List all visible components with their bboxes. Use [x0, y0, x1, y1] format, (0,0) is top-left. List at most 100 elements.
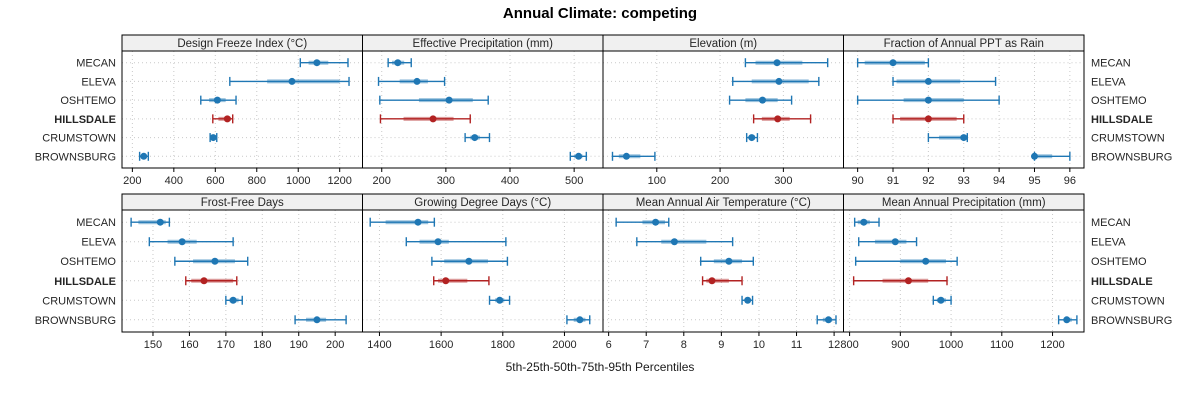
- median-dot: [924, 115, 932, 123]
- median-dot: [575, 152, 583, 160]
- tick-label: 500: [565, 175, 583, 187]
- panel-bg: [603, 51, 844, 168]
- panel-bg: [843, 210, 1084, 332]
- median-dot: [748, 134, 756, 142]
- median-dot: [465, 257, 473, 265]
- site-label-right: OSHTEMO: [1091, 256, 1147, 268]
- tick-label: 170: [217, 339, 235, 351]
- tick-label: 1200: [1040, 339, 1064, 351]
- site-label-left: ELEVA: [81, 237, 116, 249]
- tick-label: 8: [681, 339, 687, 351]
- chart-title: Annual Climate: competing: [502, 5, 698, 22]
- median-dot: [413, 77, 421, 85]
- tick-label: 800: [840, 339, 858, 351]
- panel-title: Frost-Free Days: [201, 197, 284, 209]
- tick-label: 11: [791, 339, 802, 351]
- tick-label: 100: [648, 175, 666, 187]
- median-dot: [904, 277, 912, 285]
- tick-label: 1000: [939, 339, 963, 351]
- tick-label: 190: [290, 339, 308, 351]
- site-label-left: HILLSDALE: [54, 276, 116, 288]
- site-label-left: BROWNSBURG: [35, 315, 116, 327]
- panel-title: Design Freeze Index (°C): [177, 38, 307, 50]
- median-dot: [1063, 316, 1071, 324]
- tick-label: 160: [180, 339, 198, 351]
- site-label-right: OSHTEMO: [1091, 95, 1147, 107]
- panel-bg: [122, 51, 363, 168]
- median-dot: [496, 296, 504, 304]
- tick-label: 1000: [286, 175, 310, 187]
- median-dot: [178, 238, 186, 246]
- tick-label: 93: [958, 175, 970, 187]
- site-label-right: BROWNSBURG: [1091, 315, 1172, 327]
- median-dot: [313, 59, 321, 67]
- median-dot: [288, 77, 296, 85]
- median-dot: [708, 277, 716, 285]
- median-dot: [891, 238, 899, 246]
- median-dot: [200, 277, 208, 285]
- median-dot: [924, 77, 932, 85]
- site-label-left: OSHTEMO: [60, 95, 116, 107]
- site-label-right: MECAN: [1091, 58, 1131, 70]
- site-label-right: CRUMSTOWN: [1091, 133, 1165, 145]
- tick-label: 150: [144, 339, 162, 351]
- tick-label: 12: [828, 339, 840, 351]
- median-dot: [774, 115, 782, 123]
- site-label-right: BROWNSBURG: [1091, 151, 1172, 163]
- median-dot: [445, 96, 453, 104]
- tick-label: 94: [993, 175, 1005, 187]
- tick-label: 400: [501, 175, 519, 187]
- tick-label: 800: [248, 175, 266, 187]
- tick-label: 200: [373, 175, 391, 187]
- median-dot: [140, 152, 148, 160]
- tick-label: 92: [922, 175, 934, 187]
- median-dot: [414, 218, 422, 226]
- panel-border: [843, 50, 1085, 169]
- median-dot: [223, 115, 231, 123]
- site-label-left: OSHTEMO: [60, 256, 116, 268]
- site-label-left: ELEVA: [81, 76, 116, 88]
- median-dot: [471, 134, 479, 142]
- tick-label: 900: [891, 339, 909, 351]
- panel-title: Elevation (m): [689, 38, 757, 50]
- panel-title: Growing Degree Days (°C): [414, 197, 551, 209]
- panel-title: Mean Annual Precipitation (mm): [882, 197, 1046, 209]
- median-dot: [773, 59, 781, 67]
- median-dot: [622, 152, 630, 160]
- panel-bg: [362, 210, 603, 332]
- median-dot: [922, 257, 930, 265]
- tick-label: 7: [643, 339, 649, 351]
- median-dot: [860, 218, 868, 226]
- site-label-right: HILLSDALE: [1091, 114, 1153, 126]
- site-label-right: HILLSDALE: [1091, 276, 1153, 288]
- panel-title: Mean Annual Air Temperature (°C): [636, 197, 811, 209]
- median-dot: [209, 134, 217, 142]
- tick-label: 10: [753, 339, 765, 351]
- panel-bg: [603, 210, 844, 332]
- site-label-left: CRUMSTOWN: [42, 295, 116, 307]
- tick-label: 2000: [552, 339, 576, 351]
- tick-label: 96: [1064, 175, 1076, 187]
- tick-label: 180: [253, 339, 271, 351]
- site-label-left: CRUMSTOWN: [42, 133, 116, 145]
- median-dot: [937, 296, 945, 304]
- panel-bg: [362, 51, 603, 168]
- site-label-left: MECAN: [76, 58, 116, 70]
- tick-label: 400: [165, 175, 183, 187]
- median-dot: [211, 257, 219, 265]
- site-label-right: ELEVA: [1091, 76, 1126, 88]
- median-dot: [924, 96, 932, 104]
- site-label-left: MECAN: [76, 217, 116, 229]
- tick-label: 1600: [429, 339, 453, 351]
- median-dot: [758, 96, 766, 104]
- tick-label: 1100: [990, 339, 1014, 351]
- median-dot: [313, 316, 321, 324]
- median-dot: [229, 296, 237, 304]
- median-dot: [442, 277, 450, 285]
- tick-label: 1200: [327, 175, 351, 187]
- panel-title: Fraction of Annual PPT as Rain: [884, 38, 1044, 50]
- median-dot: [429, 115, 437, 123]
- tick-label: 200: [326, 339, 344, 351]
- tick-label: 300: [437, 175, 455, 187]
- panel-bg: [843, 51, 1084, 168]
